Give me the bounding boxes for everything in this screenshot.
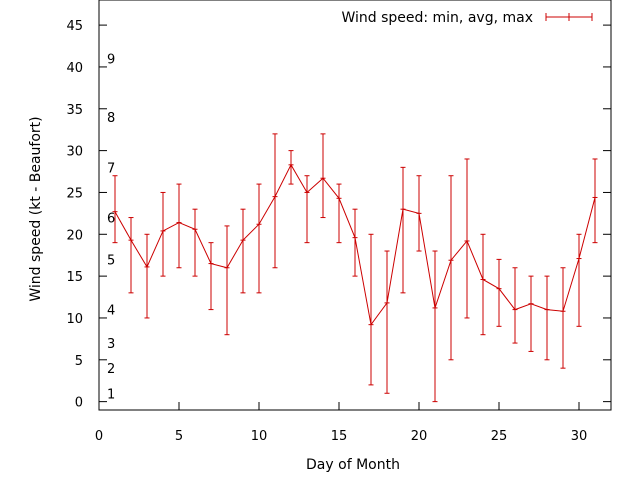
error-bars bbox=[112, 133, 598, 403]
x-tick-label: 15 bbox=[331, 429, 348, 444]
y-tick-label: 10 bbox=[66, 312, 83, 327]
x-axis-title: Day of Month bbox=[306, 457, 400, 473]
legend: Wind speed: min, avg, max bbox=[341, 10, 593, 26]
beaufort-label: 6 bbox=[107, 212, 115, 227]
x-tick-label: 25 bbox=[491, 429, 508, 444]
y-tick-label: 0 bbox=[75, 396, 83, 411]
beaufort-label: 1 bbox=[107, 387, 115, 402]
legend-label: Wind speed: min, avg, max bbox=[341, 10, 533, 26]
x-tick-label: 0 bbox=[95, 429, 103, 444]
beaufort-label: 4 bbox=[107, 304, 115, 319]
y-tick-label: 40 bbox=[66, 61, 83, 76]
y-tick-label: 20 bbox=[66, 228, 83, 243]
beaufort-label: 7 bbox=[107, 161, 115, 176]
x-tick-label: 5 bbox=[175, 429, 183, 444]
y-tick-label: 25 bbox=[66, 186, 83, 201]
beaufort-label: 5 bbox=[107, 253, 115, 268]
x-tick-label: 20 bbox=[411, 429, 428, 444]
beaufort-label: 3 bbox=[107, 337, 115, 352]
y-axis-title: Wind speed (kt - Beaufort) bbox=[28, 116, 44, 301]
beaufort-label: 9 bbox=[107, 53, 115, 68]
y-tick-label: 35 bbox=[66, 103, 83, 118]
plot-frame bbox=[98, 0, 612, 411]
beaufort-label: 2 bbox=[107, 362, 115, 377]
y-tick-label: 15 bbox=[66, 270, 83, 285]
y-tick-label: 45 bbox=[66, 19, 83, 34]
x-tick-label: 30 bbox=[571, 429, 588, 444]
y-tick-label: 30 bbox=[66, 145, 83, 160]
beaufort-label: 8 bbox=[107, 111, 115, 126]
avg-series-line bbox=[114, 163, 596, 326]
y-tick-label: 5 bbox=[75, 354, 83, 369]
x-tick-label: 10 bbox=[251, 429, 268, 444]
beaufort-scale-labels: 1 2 3 4 5 6 7 8 9 bbox=[107, 53, 115, 403]
